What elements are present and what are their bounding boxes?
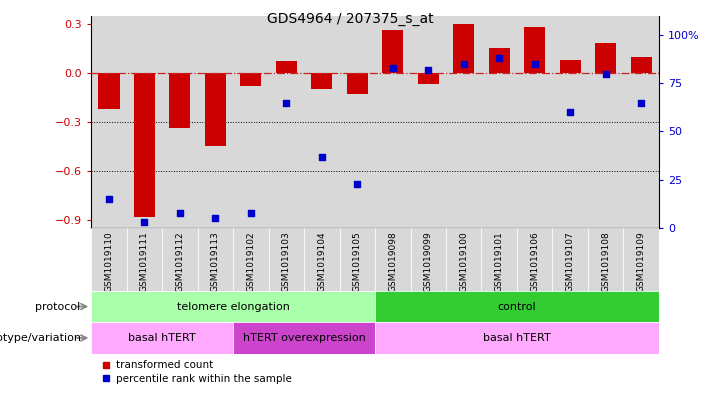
Bar: [127, 228, 162, 291]
Bar: [411, 228, 446, 291]
Bar: [517, 228, 552, 291]
Point: [352, 180, 363, 187]
Bar: [268, 16, 304, 228]
Text: GSM1019105: GSM1019105: [353, 231, 362, 292]
Bar: [339, 16, 375, 228]
Bar: [268, 228, 304, 291]
Point: [139, 219, 150, 225]
Bar: [375, 16, 411, 228]
Text: GSM1019108: GSM1019108: [601, 231, 610, 292]
Text: GSM1019109: GSM1019109: [637, 231, 646, 292]
Bar: [552, 16, 588, 228]
Point: [316, 153, 327, 160]
Text: genotype/variation: genotype/variation: [0, 333, 84, 343]
Bar: [623, 228, 659, 291]
Bar: [559, 60, 581, 73]
Point: [636, 99, 647, 106]
Bar: [233, 16, 268, 228]
Bar: [623, 16, 659, 228]
Bar: [595, 44, 616, 73]
Point: [280, 99, 292, 106]
Text: GSM1019110: GSM1019110: [104, 231, 114, 292]
Text: GSM1019104: GSM1019104: [318, 231, 326, 292]
Point: [458, 61, 470, 67]
Point: [494, 55, 505, 61]
Bar: [275, 61, 297, 73]
Bar: [91, 291, 375, 322]
Legend: transformed count, percentile rank within the sample: transformed count, percentile rank withi…: [96, 356, 296, 388]
Bar: [311, 73, 332, 89]
Point: [103, 196, 114, 202]
Bar: [91, 322, 233, 354]
Bar: [482, 228, 517, 291]
Text: hTERT overexpression: hTERT overexpression: [243, 333, 365, 343]
Bar: [205, 73, 226, 146]
Bar: [446, 228, 482, 291]
Bar: [375, 322, 659, 354]
Text: control: control: [498, 301, 536, 312]
Point: [245, 209, 257, 216]
Bar: [127, 16, 162, 228]
Text: GSM1019112: GSM1019112: [175, 231, 184, 292]
Bar: [91, 16, 127, 228]
Bar: [339, 228, 375, 291]
Bar: [162, 16, 198, 228]
Bar: [233, 228, 268, 291]
Bar: [446, 16, 482, 228]
Point: [564, 109, 576, 115]
Bar: [91, 228, 127, 291]
Text: protocol: protocol: [35, 301, 84, 312]
Bar: [411, 16, 446, 228]
Bar: [524, 27, 545, 73]
Bar: [304, 228, 339, 291]
Bar: [375, 228, 411, 291]
Bar: [198, 16, 233, 228]
Point: [529, 61, 540, 67]
Text: GSM1019101: GSM1019101: [495, 231, 504, 292]
Bar: [233, 322, 375, 354]
Point: [423, 66, 434, 73]
Bar: [240, 73, 261, 86]
Text: telomere elongation: telomere elongation: [177, 301, 290, 312]
Bar: [98, 73, 119, 109]
Bar: [453, 24, 475, 73]
Text: GDS4964 / 207375_s_at: GDS4964 / 207375_s_at: [267, 12, 434, 26]
Text: basal hTERT: basal hTERT: [483, 333, 551, 343]
Text: GSM1019100: GSM1019100: [459, 231, 468, 292]
Bar: [382, 30, 404, 73]
Point: [175, 209, 186, 216]
Bar: [552, 228, 588, 291]
Text: GSM1019098: GSM1019098: [388, 231, 397, 292]
Bar: [347, 73, 368, 94]
Bar: [304, 16, 339, 228]
Text: GSM1019113: GSM1019113: [211, 231, 220, 292]
Text: GSM1019106: GSM1019106: [530, 231, 539, 292]
Bar: [375, 291, 659, 322]
Bar: [482, 16, 517, 228]
Bar: [169, 73, 191, 129]
Bar: [418, 73, 439, 84]
Point: [387, 65, 398, 71]
Bar: [162, 228, 198, 291]
Bar: [134, 73, 155, 217]
Text: GSM1019099: GSM1019099: [424, 231, 433, 292]
Bar: [198, 228, 233, 291]
Point: [210, 215, 221, 221]
Bar: [631, 57, 652, 73]
Bar: [588, 228, 623, 291]
Text: basal hTERT: basal hTERT: [128, 333, 196, 343]
Text: GSM1019107: GSM1019107: [566, 231, 575, 292]
Text: GSM1019111: GSM1019111: [140, 231, 149, 292]
Bar: [517, 16, 552, 228]
Bar: [588, 16, 623, 228]
Text: GSM1019103: GSM1019103: [282, 231, 291, 292]
Bar: [489, 48, 510, 73]
Point: [600, 70, 611, 77]
Text: GSM1019102: GSM1019102: [246, 231, 255, 292]
